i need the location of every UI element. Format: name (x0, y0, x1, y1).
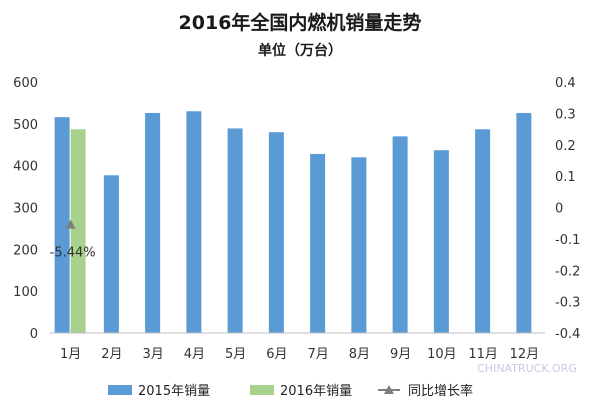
y2-tick-label: -0.3 (555, 296, 580, 311)
bar (103, 175, 119, 333)
growth-rate-marker (65, 219, 76, 229)
legend-marker (384, 385, 394, 394)
y2-tick-label: 0.3 (555, 107, 576, 122)
y-tick-label: 600 (13, 76, 38, 91)
x-tick-label: 2月 (101, 347, 122, 362)
x-tick-label: 5月 (225, 347, 246, 362)
y-tick-label: 500 (13, 118, 38, 133)
bar (54, 117, 70, 333)
growth-rate-data-label: -5.44% (50, 246, 96, 261)
x-tick-label: 3月 (142, 347, 163, 362)
y-axis-right: -0.4 -0.3 -0.2 -0.1 0 0.1 0.2 0.3 0.4 (555, 76, 580, 342)
bar (70, 129, 86, 333)
y-tick-label: 200 (13, 243, 38, 258)
x-tick-label: 1月 (60, 347, 81, 362)
chart-subtitle: 单位（万台） (258, 42, 342, 59)
bar (516, 112, 532, 333)
bar (392, 136, 408, 333)
y2-tick-label: -0.2 (555, 264, 580, 279)
y-tick-label: 0 (30, 327, 38, 342)
bar (145, 112, 161, 333)
y-tick-label: 100 (13, 285, 38, 300)
y2-tick-label: 0.1 (555, 170, 576, 185)
legend-swatch (250, 385, 274, 395)
y2-tick-label: 0.2 (555, 139, 576, 154)
x-axis: 1月 2月 3月 4月 5月 6月 7月 8月 9月 10月 11月 12月 (60, 347, 539, 362)
bar (475, 129, 491, 333)
bar (268, 132, 284, 333)
legend-label: 2015年销量 (138, 384, 210, 399)
bar (433, 150, 449, 333)
x-tick-label: 6月 (266, 347, 287, 362)
bar (310, 153, 326, 333)
legend-label: 同比增长率 (408, 383, 473, 399)
chart-title: 2016年全国内燃机销量走势 (179, 11, 422, 34)
bar (227, 128, 243, 333)
x-tick-label: 11月 (468, 347, 498, 362)
x-tick-label: 8月 (349, 347, 370, 362)
x-tick-label: 7月 (307, 347, 328, 362)
x-tick-label: 4月 (184, 347, 205, 362)
y2-tick-label: 0.4 (555, 76, 576, 91)
legend-label: 2016年销量 (280, 384, 352, 399)
x-tick-label: 9月 (390, 347, 411, 362)
y2-tick-label: 0 (555, 202, 563, 217)
y-axis-left: 0 100 200 300 400 500 600 (13, 76, 38, 342)
bar (351, 157, 367, 333)
bar (186, 111, 202, 334)
legend: 2015年销量 2016年销量 同比增长率 (108, 383, 473, 399)
y-tick-label: 300 (13, 202, 38, 217)
legend-swatch (108, 385, 132, 395)
bars (54, 111, 532, 334)
watermark-text: CHINATRUCK.ORG (477, 362, 577, 375)
y-tick-label: 400 (13, 160, 38, 175)
growth-rate-series: -5.44% (50, 219, 96, 261)
x-tick-label: 12月 (510, 347, 540, 362)
x-tick-label: 10月 (427, 347, 457, 362)
y2-tick-label: -0.4 (555, 327, 580, 342)
y2-tick-label: -0.1 (555, 233, 580, 248)
